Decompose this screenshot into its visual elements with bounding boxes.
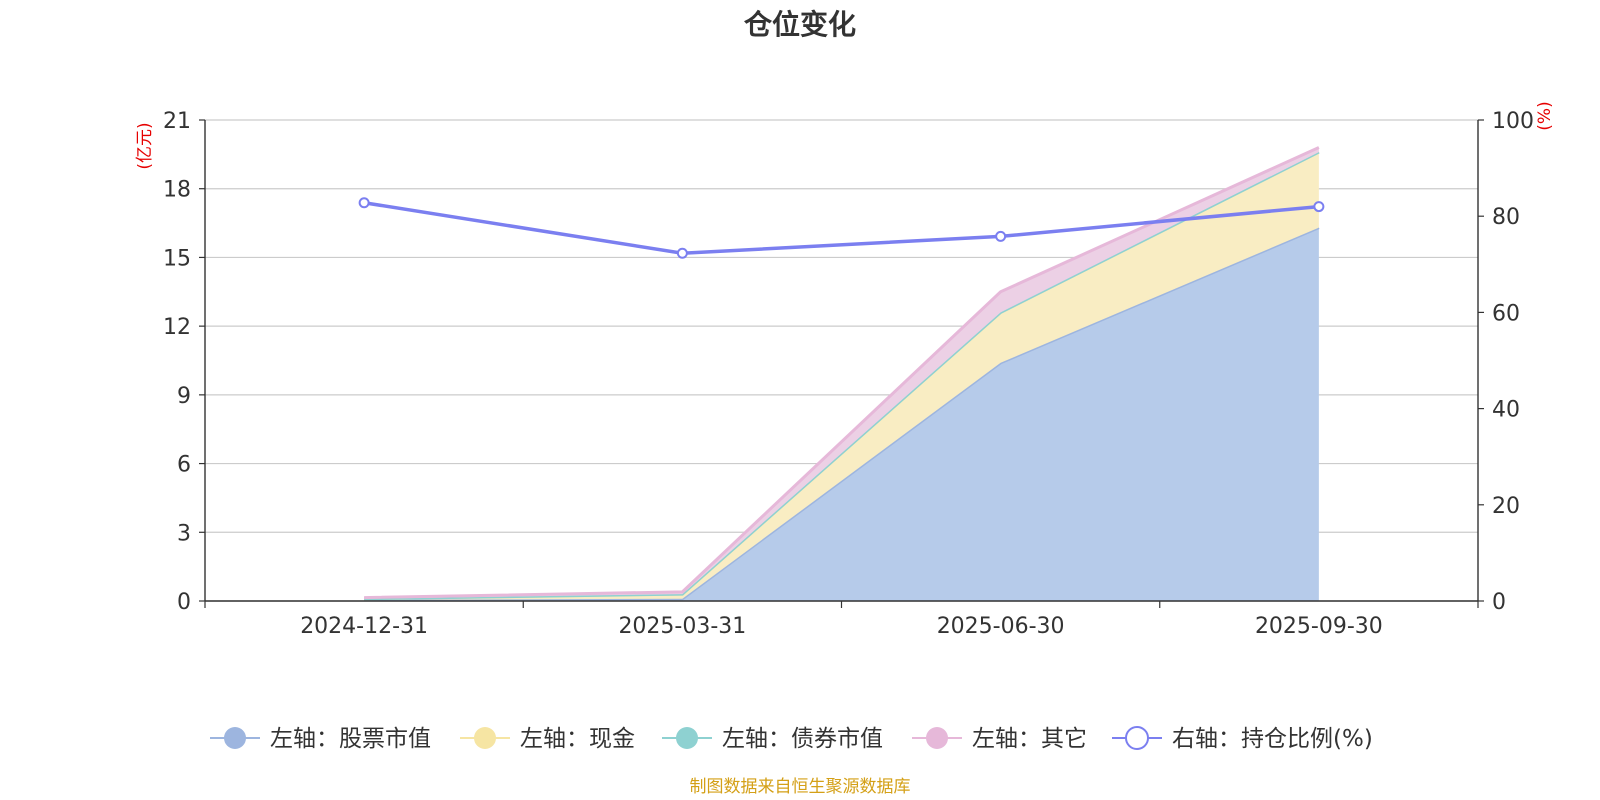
left-axis-tick-label: 12 [163, 315, 191, 340]
legend-item: 左轴：其它 [912, 726, 1087, 752]
legend-circle-marker [1125, 726, 1149, 750]
area-series-3 [364, 147, 1319, 599]
right-axis-tick-label: 80 [1492, 205, 1520, 230]
legend-item: 左轴：现金 [460, 726, 635, 752]
left-axis-tick-label: 15 [163, 246, 191, 271]
legend-circle-marker [474, 727, 496, 749]
left-axis-tick-label: 3 [177, 521, 191, 546]
legend-item: 右轴：持仓比例(%) [1112, 726, 1373, 752]
area-edge-series-3 [364, 146, 1320, 600]
right-axis-unit: (%) [1535, 101, 1555, 130]
holding-ratio-line-layer [358, 197, 1325, 259]
right-axis-tick-label: 20 [1492, 494, 1520, 519]
legend-item: 左轴：债券市值 [662, 726, 883, 752]
x-axis-tick-label: 2025-03-31 [618, 614, 746, 639]
legend-label: 左轴：现金 [520, 726, 635, 752]
holding-ratio-point [676, 247, 688, 259]
legend-circle-marker [676, 727, 698, 749]
legend-label: 右轴：持仓比例(%) [1172, 726, 1373, 752]
area-edge-series-0 [364, 226, 1320, 602]
holding-ratio-point [358, 197, 370, 209]
area-series-0 [364, 227, 1319, 601]
legend-circle-marker [224, 727, 246, 749]
legend-label: 左轴：股票市值 [270, 726, 431, 752]
left-axis-tick-label: 6 [177, 453, 191, 478]
holding-ratio-point [995, 230, 1007, 242]
left-axis-tick-label: 18 [163, 178, 191, 203]
right-axis-tick-label: 0 [1492, 590, 1506, 615]
right-axis-tick-label: 100 [1492, 109, 1534, 134]
legend: 左轴：股票市值 左轴：现金 左轴：债券市值 左轴：其它 右轴：持仓比例(%) [210, 726, 1373, 752]
axes: 0 3 6 9 12 15 18 21 0 20 40 60 80 100 2024-12-31 2025-0… [163, 109, 1534, 639]
left-axis-tick-label: 0 [177, 590, 191, 615]
area-edge-series-2 [364, 150, 1320, 601]
data-source-note: 制图数据来自恒生聚源数据库 [690, 777, 911, 797]
legend-label: 左轴：其它 [972, 726, 1087, 752]
chart-title: 仓位变化 [744, 8, 856, 41]
x-axis-tick-label: 2025-09-30 [1255, 614, 1383, 639]
right-axis-tick-label: 60 [1492, 301, 1520, 326]
x-axis-tick-label: 2024-12-31 [300, 614, 428, 639]
left-axis-unit: (亿元) [135, 122, 155, 169]
legend-item: 左轴：股票市值 [210, 726, 431, 752]
x-axis-tick-label: 2025-06-30 [937, 614, 1065, 639]
holding-ratio-point [1313, 201, 1325, 213]
legend-label: 左轴：债券市值 [722, 726, 883, 752]
right-axis-tick-label: 40 [1492, 398, 1520, 423]
stacked-areas [364, 146, 1320, 602]
legend-circle-marker [926, 727, 948, 749]
left-axis-tick-label: 21 [163, 109, 191, 134]
left-axis-tick-label: 9 [177, 384, 191, 409]
holding-ratio-line [363, 201, 1320, 255]
